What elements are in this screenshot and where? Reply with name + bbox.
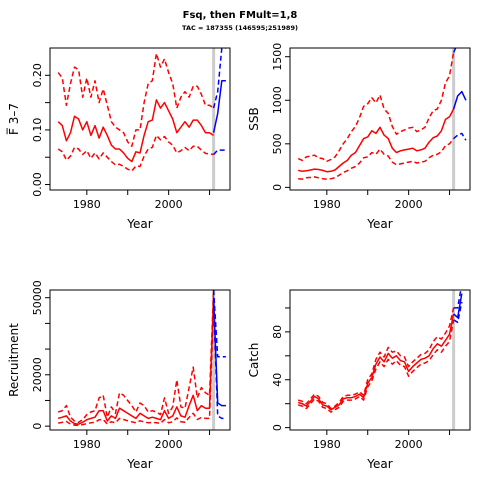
ssb-plot-area <box>297 48 467 190</box>
ssb-series-history-dashed-1 <box>297 52 455 163</box>
catch-ylabel: Catch <box>247 343 261 378</box>
panel-ssb: 1980 2000 0 500 1000 1500 Year SSB <box>247 43 471 231</box>
ssb-xlabel: Year <box>366 217 392 231</box>
catch-xlabel: Year <box>366 457 392 471</box>
chart-title: Fsq, then FMult=1,8 <box>182 10 298 21</box>
fbar-series-projection-dashed-5 <box>213 149 226 156</box>
catch-xtick-label: 1980 <box>313 438 341 451</box>
ssb-series-projection-solid-3 <box>452 90 467 110</box>
fbar-xtick-label: 2000 <box>155 198 183 211</box>
recruitment-series-projection-dashed-4 <box>212 290 226 358</box>
recruitment-series-history-dashed-2 <box>58 305 215 427</box>
recruitment-ytick-label: 20000 <box>31 357 44 392</box>
ssb-ytick-label: 1500 <box>271 43 284 71</box>
recruitment-series-projection-solid-3 <box>212 297 226 407</box>
recruitment-ytick-label: 50000 <box>31 280 44 315</box>
fbar-xlabel: Year <box>126 217 152 231</box>
catch-xtick-label: 2000 <box>395 438 423 451</box>
recruitment-xtick-label: 2000 <box>155 438 183 451</box>
catch-series-history-dashed-2 <box>297 319 455 413</box>
ssb-series-projection-dashed-4 <box>452 48 466 53</box>
ssb-ytick-label: 1000 <box>271 86 284 114</box>
ssb-xtick-label: 1980 <box>313 198 341 211</box>
fbar-ylabel: F̅ 3–7 <box>6 103 21 135</box>
fbar-plot-area <box>57 48 226 190</box>
recruitment-xtick-label: 1980 <box>73 438 101 451</box>
catch-ytick-label: 80 <box>271 325 284 339</box>
catch-series-projection-dashed-4 <box>453 290 462 309</box>
catch-ytick-label: 40 <box>271 373 284 387</box>
fbar-ytick-label: 0.20 <box>31 63 44 88</box>
fbar-series-projection-solid-3 <box>212 80 226 133</box>
fbar-ytick-label: 0.10 <box>31 118 44 143</box>
ssb-series-history-dashed-2 <box>298 138 455 180</box>
panel-catch: 1980 2000 0 40 80 Year Catch <box>247 289 471 471</box>
catch-series-history-solid-0 <box>297 313 455 411</box>
catch-frame <box>289 289 471 431</box>
recruitment-ylabel: Recruitment <box>7 323 21 397</box>
fbar-ytick-label: 0.00 <box>31 172 44 197</box>
ssb-xtick-label: 2000 <box>395 198 423 211</box>
fbar-series-history-dashed-1 <box>57 52 215 148</box>
catch-series-history-dashed-1 <box>297 307 455 410</box>
fbar-frame <box>49 47 231 191</box>
ssb-frame <box>289 47 471 191</box>
chart-subtitle: TAC = 187355 (146595;251989) <box>182 24 298 32</box>
fbar-series-projection-dashed-4 <box>212 48 226 109</box>
recruitment-series-projection-dashed-5 <box>212 305 226 420</box>
fbar-series-history-solid-0 <box>57 99 215 163</box>
ssb-ytick-label: 500 <box>271 133 284 154</box>
ssb-series-history-solid-0 <box>298 108 455 173</box>
ssb-series-projection-dashed-5 <box>453 132 467 141</box>
fbar-xtick-label: 1980 <box>73 198 101 211</box>
catch-plot-area <box>297 290 463 430</box>
fbar-series-history-dashed-2 <box>57 134 214 172</box>
recruitment-plot-area <box>57 290 226 430</box>
panel-fbar: 1980 2000 0.00 0.10 0.20 Year F̅ 3–7 <box>6 47 231 231</box>
catch-ytick-label: 0 <box>271 424 284 431</box>
recruitment-xlabel: Year <box>126 457 152 471</box>
catch-series-projection-solid-3 <box>453 293 463 319</box>
recruitment-frame <box>49 289 231 431</box>
ssb-ytick-label: 0 <box>271 184 284 191</box>
catch-series-projection-dashed-5 <box>453 301 463 324</box>
recruitment-series-history-solid-0 <box>57 297 215 425</box>
ssb-ylabel: SSB <box>247 107 261 130</box>
recruitment-ytick-label: 0 <box>31 423 44 430</box>
recruitment-series-history-dashed-1 <box>57 290 215 424</box>
